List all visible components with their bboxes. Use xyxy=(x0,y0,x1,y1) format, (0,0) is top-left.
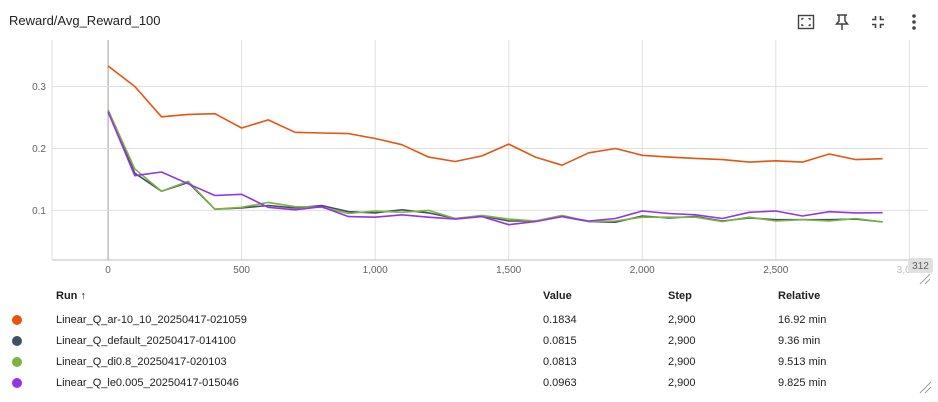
more-options-button[interactable] xyxy=(896,9,932,35)
run-value: 0.0815 xyxy=(543,335,577,347)
header-value[interactable]: Value xyxy=(543,290,572,302)
run-color-dot xyxy=(12,315,22,325)
run-color-dot xyxy=(12,357,22,367)
run-color-dot xyxy=(12,336,22,346)
fit-domain-button[interactable] xyxy=(788,9,824,35)
pin-button[interactable] xyxy=(824,9,860,35)
y-tick-label: 0.2 xyxy=(32,144,46,155)
y-tick-label: 0.3 xyxy=(32,82,46,93)
series-line xyxy=(107,109,883,223)
chart-resize-handle[interactable] xyxy=(919,273,931,285)
table-resize-handle[interactable] xyxy=(918,380,932,394)
run-step: 2,900 xyxy=(668,314,696,326)
table-row[interactable]: Linear_Q_di0.8_20250417-020103 0.0813 2,… xyxy=(0,352,938,372)
chart-series xyxy=(107,65,883,226)
card-title: Reward/Avg_Reward_100 xyxy=(9,13,161,28)
run-value: 0.1834 xyxy=(543,314,577,326)
x-tick-label: 500 xyxy=(233,265,250,276)
header-run[interactable]: Run ↑ xyxy=(56,290,86,302)
series-line xyxy=(107,110,883,223)
run-relative: 9.36 min xyxy=(778,335,821,347)
x-tick-label: 1,500 xyxy=(496,265,521,276)
more-vert-icon xyxy=(912,14,916,30)
header-step[interactable]: Step xyxy=(668,290,692,302)
run-step: 2,900 xyxy=(668,335,696,347)
x-tick-label: 2,500 xyxy=(763,265,788,276)
end-step-badge: 312 xyxy=(908,258,933,273)
header-relative[interactable]: Relative xyxy=(778,290,821,302)
chart-grid xyxy=(51,40,928,261)
y-tick-label: 0.1 xyxy=(32,206,46,217)
run-color-dot xyxy=(12,378,22,388)
collapse-icon xyxy=(872,16,884,28)
run-name: Linear_Q_ar-10_10_20250417-021059 xyxy=(56,314,247,326)
run-value: 0.0963 xyxy=(543,377,577,389)
end-step-label: 312 xyxy=(912,261,929,272)
table-header: Run ↑ Value Step Relative xyxy=(0,286,938,306)
run-relative: 9.825 min xyxy=(778,377,827,389)
run-step: 2,900 xyxy=(668,377,696,389)
run-name: Linear_Q_le0.005_20250417-015046 xyxy=(56,377,239,389)
run-value: 0.0813 xyxy=(543,356,577,368)
series-line xyxy=(107,65,883,166)
run-relative: 16.92 min xyxy=(778,314,827,326)
card-toolbar xyxy=(788,9,932,35)
table-row[interactable]: Linear_Q_le0.005_20250417-015046 0.0963 … xyxy=(0,373,938,393)
run-relative: 9.513 min xyxy=(778,356,827,368)
series-line xyxy=(107,111,883,226)
run-name: Linear_Q_default_20250417-014100 xyxy=(56,335,236,347)
collapse-button[interactable] xyxy=(860,9,896,35)
run-name: Linear_Q_di0.8_20250417-020103 xyxy=(56,356,227,368)
fit-domain-icon xyxy=(797,14,815,30)
table-row[interactable]: Linear_Q_default_20250417-014100 0.0815 … xyxy=(0,331,938,351)
x-tick-label: 2,000 xyxy=(630,265,655,276)
run-step: 2,900 xyxy=(668,356,696,368)
pin-icon xyxy=(834,14,850,30)
x-tick-label: 0 xyxy=(105,265,111,276)
table-row[interactable]: Linear_Q_ar-10_10_20250417-021059 0.1834… xyxy=(0,310,938,330)
x-tick-label: 1,000 xyxy=(363,265,388,276)
